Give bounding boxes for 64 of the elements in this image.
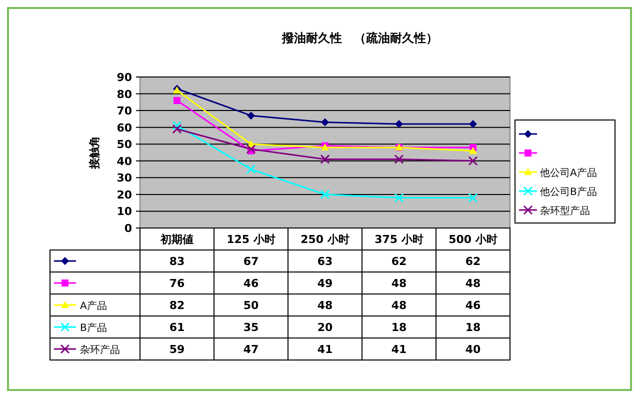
y-tick-label: 50	[116, 138, 132, 152]
data-label: 82	[169, 299, 185, 312]
x-tick-label: 125 小时	[226, 233, 276, 246]
data-label: 41	[391, 343, 407, 356]
data-label: 49	[317, 277, 333, 290]
data-label: 20	[317, 321, 333, 334]
data-label: 61	[169, 321, 185, 334]
data-label: 62	[391, 255, 407, 268]
legend-label: 他公司B产品	[540, 186, 597, 198]
point	[394, 193, 404, 203]
y-tick-label: 30	[116, 172, 132, 185]
point	[469, 146, 477, 154]
data-label: 46	[243, 277, 259, 290]
y-tick-label: 60	[116, 121, 132, 134]
data-label: 83	[169, 255, 185, 268]
y-tick-label: 10	[116, 205, 132, 218]
x-tick-label: 250 小时	[300, 233, 350, 246]
y-tick-label: 70	[116, 104, 132, 118]
data-label: 35	[243, 321, 259, 334]
x-tick-label: 375 小时	[374, 233, 424, 246]
point	[321, 118, 329, 126]
data-label: 40	[465, 343, 481, 356]
point	[247, 112, 255, 120]
data-label: 18	[391, 321, 407, 334]
point	[174, 96, 180, 104]
data-label: 63	[317, 255, 333, 268]
y-tick-label: 90	[116, 71, 132, 84]
point	[172, 120, 182, 130]
chart-title: 撥油耐久性 （疏油耐久性）	[281, 31, 438, 45]
data-label: 48	[391, 299, 407, 312]
data-label: 41	[317, 343, 333, 356]
y-axis-title: 接触角	[88, 136, 101, 170]
data-label: 67	[243, 255, 259, 268]
point	[320, 190, 330, 200]
data-label: 18	[465, 321, 481, 334]
legend-label: 杂环型产品	[540, 205, 590, 217]
data-label: 48	[465, 277, 481, 290]
text: A产品	[80, 300, 107, 312]
y-tick-label: 0	[124, 222, 132, 235]
legend-label: 他公司A产品	[540, 167, 597, 179]
point	[395, 120, 403, 128]
point	[246, 144, 256, 154]
point	[394, 154, 404, 164]
data-label: 48	[317, 299, 333, 312]
data-label: 50	[243, 299, 259, 312]
data-label: 47	[243, 343, 259, 356]
point	[246, 164, 256, 174]
data-label: 48	[391, 277, 407, 290]
point	[469, 120, 477, 128]
data-label: 76	[169, 277, 185, 290]
point	[172, 124, 182, 134]
data-label: 46	[465, 299, 481, 312]
y-tick-label: 40	[116, 154, 132, 168]
text: B产品	[80, 322, 107, 334]
y-tick-label: 80	[116, 88, 132, 101]
data-label: 62	[465, 255, 481, 268]
point	[320, 154, 330, 164]
y-tick-label: 20	[116, 188, 132, 202]
text: 杂环产品	[80, 344, 120, 356]
x-tick-label: 500 小时	[448, 233, 498, 246]
x-tick-label: 初期値	[160, 233, 194, 246]
point	[468, 193, 478, 203]
data-label: 59	[169, 343, 185, 356]
point	[468, 156, 478, 166]
